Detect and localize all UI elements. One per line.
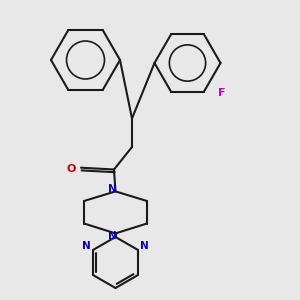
Text: N: N (140, 241, 148, 251)
Text: N: N (107, 184, 116, 194)
Text: O: O (66, 164, 76, 174)
Text: N: N (82, 241, 91, 251)
Text: N: N (107, 231, 116, 241)
Text: F: F (218, 88, 225, 98)
